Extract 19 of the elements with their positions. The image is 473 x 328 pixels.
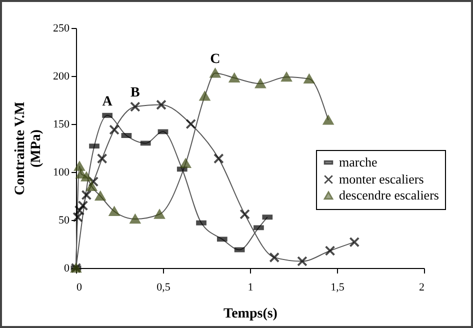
y-axis-title: Contrainte V.M (MPa) [13, 102, 44, 196]
x-tick-label: 1 [248, 282, 254, 294]
legend-label: descendre escaliers [339, 188, 439, 202]
y-tick-label: 0 [64, 262, 70, 274]
x-tick-label: 0 [76, 282, 82, 294]
legend-label: marche [339, 154, 378, 170]
x-axis-title: Temps(s) [224, 306, 278, 322]
y-tick-label: 150 [53, 118, 70, 130]
y-tick-label: 50 [58, 214, 70, 226]
legend-label: monter escaliers [339, 172, 424, 186]
x-tick-label: 2 [419, 282, 424, 294]
annotation: B [130, 86, 140, 101]
y-tick-label: 250 [53, 22, 70, 34]
x-tick-label: 0,5 [156, 282, 171, 294]
annotation: A [102, 94, 114, 110]
y-tick-label: 100 [53, 166, 70, 178]
x-tick-label: 1,5 [330, 282, 345, 294]
y-tick-label: 200 [53, 70, 70, 82]
annotation: C [210, 52, 220, 68]
